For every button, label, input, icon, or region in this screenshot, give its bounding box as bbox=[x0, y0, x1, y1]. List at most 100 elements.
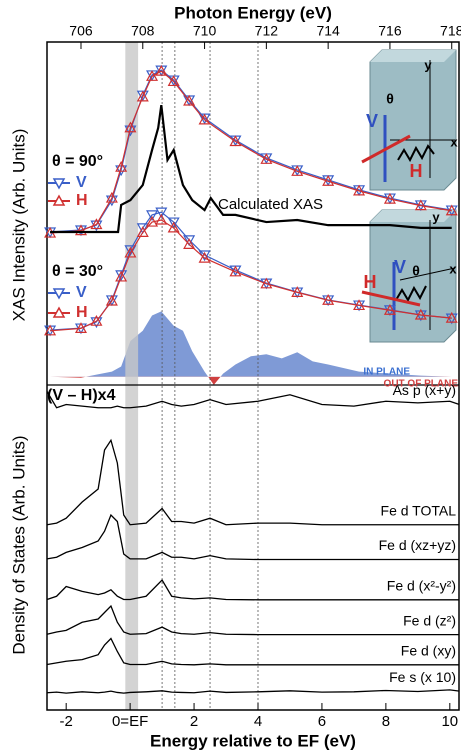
dos-line bbox=[46, 578, 460, 601]
inset-label: θ bbox=[386, 91, 394, 107]
xas-marker bbox=[146, 215, 159, 227]
xas-line bbox=[50, 104, 452, 234]
x-tick-label: 714 bbox=[316, 23, 340, 39]
xas-marker bbox=[44, 324, 57, 336]
x-tick-label: 8 bbox=[382, 713, 390, 730]
xas-marker bbox=[136, 226, 149, 237]
xas-marker bbox=[105, 191, 118, 203]
series-label: Fe d (xy) bbox=[401, 643, 456, 659]
xas-marker bbox=[229, 265, 242, 277]
xas-marker bbox=[383, 192, 396, 204]
xas-marker bbox=[291, 286, 304, 297]
dos-line bbox=[46, 391, 460, 409]
xas-marker bbox=[167, 75, 180, 87]
x-tick-label: 712 bbox=[255, 23, 279, 39]
xas-marker bbox=[115, 270, 128, 282]
inset-label: x bbox=[449, 261, 457, 276]
xas-marker bbox=[105, 294, 118, 306]
legend-marker bbox=[52, 306, 66, 318]
xas-line bbox=[50, 70, 452, 234]
xas-marker bbox=[124, 245, 137, 257]
series-label: Fe d TOTAL bbox=[381, 502, 457, 518]
top-axis-title: Photon Energy (eV) bbox=[174, 3, 332, 22]
inset-label: x bbox=[450, 134, 458, 149]
xas-marker bbox=[229, 135, 242, 147]
xas-marker bbox=[146, 210, 159, 222]
difference-area bbox=[50, 311, 452, 377]
bottom-axis-title: Energy relative to EF (eV) bbox=[150, 731, 356, 750]
xas-marker bbox=[383, 303, 396, 315]
xas-marker bbox=[198, 113, 211, 125]
legend-label: H bbox=[76, 192, 88, 209]
inset-label: H bbox=[364, 272, 377, 292]
legend-marker bbox=[52, 194, 66, 206]
legend-label: V bbox=[76, 284, 87, 301]
xas-marker bbox=[291, 165, 304, 176]
x-tick-label: 6 bbox=[318, 713, 326, 730]
xas-line bbox=[50, 219, 452, 332]
x-tick-label: 10 bbox=[441, 713, 458, 730]
legend-marker bbox=[52, 288, 66, 300]
xas-marker bbox=[124, 121, 137, 133]
h-arrow bbox=[361, 290, 421, 307]
series-label: Fe s (x 10) bbox=[389, 669, 456, 685]
xas-marker bbox=[90, 218, 103, 230]
xas-marker bbox=[260, 153, 273, 164]
x-tick-label: -2 bbox=[60, 713, 73, 730]
xas-marker bbox=[155, 213, 168, 225]
series-label: Fe d (x²-y²) bbox=[387, 578, 456, 594]
xas-marker bbox=[90, 314, 103, 326]
out-of-plane-label: OUT OF PLANE bbox=[384, 379, 459, 390]
xas-marker bbox=[414, 308, 427, 320]
background-layer bbox=[50, 42, 452, 710]
y-axis-title: Density of States (Arb. Units) bbox=[9, 435, 28, 654]
xas-marker bbox=[445, 311, 458, 323]
xas-marker bbox=[322, 175, 335, 186]
inset-label: H bbox=[410, 161, 423, 181]
xas-marker bbox=[167, 217, 180, 229]
x-tick-label: 706 bbox=[69, 23, 93, 39]
xas-marker bbox=[183, 235, 196, 247]
xas-marker bbox=[167, 221, 180, 233]
y-axis-title: XAS Intensity (Arb. Units) bbox=[9, 129, 28, 322]
inset-label: V bbox=[394, 257, 406, 277]
xas-marker bbox=[445, 204, 458, 216]
x-tick-label: 710 bbox=[193, 23, 217, 39]
xas-marker bbox=[115, 160, 128, 172]
inset-label: y bbox=[424, 57, 432, 72]
xas-marker bbox=[155, 64, 168, 76]
legend-label: H bbox=[76, 304, 88, 321]
dos-line bbox=[46, 637, 460, 666]
xas-marker bbox=[183, 238, 196, 249]
dos-line bbox=[46, 689, 460, 694]
xas-marker bbox=[124, 246, 137, 258]
series-label: Calculated XAS bbox=[218, 196, 323, 213]
inset-label: y bbox=[432, 209, 440, 224]
annotation: θ = 30° bbox=[52, 263, 103, 280]
xas-marker bbox=[146, 70, 159, 81]
fermi-band bbox=[125, 42, 139, 710]
in-plane-label: IN PLANE bbox=[363, 367, 410, 378]
legend-label: V bbox=[76, 174, 87, 191]
slab-top bbox=[370, 210, 456, 222]
xas-marker bbox=[74, 224, 88, 236]
xas-marker bbox=[353, 299, 366, 311]
xas-marker bbox=[198, 251, 211, 263]
dos-line bbox=[46, 438, 460, 526]
xas-marker bbox=[322, 294, 335, 305]
h-arrow bbox=[361, 134, 411, 164]
xas-marker bbox=[136, 90, 149, 102]
xas-marker bbox=[155, 207, 168, 219]
annotation: θ = 90° bbox=[52, 153, 103, 170]
x-tick-label: 716 bbox=[378, 23, 402, 39]
xas-marker bbox=[414, 199, 427, 211]
slab-top bbox=[370, 50, 456, 62]
xas-marker bbox=[353, 184, 366, 196]
xas-marker bbox=[136, 223, 149, 235]
xas-marker bbox=[183, 94, 196, 106]
series-label: As p (x+y) bbox=[393, 382, 456, 398]
plot-frame bbox=[46, 41, 460, 711]
x-tick-label: 0=EF bbox=[112, 713, 148, 730]
wave bbox=[397, 144, 435, 163]
